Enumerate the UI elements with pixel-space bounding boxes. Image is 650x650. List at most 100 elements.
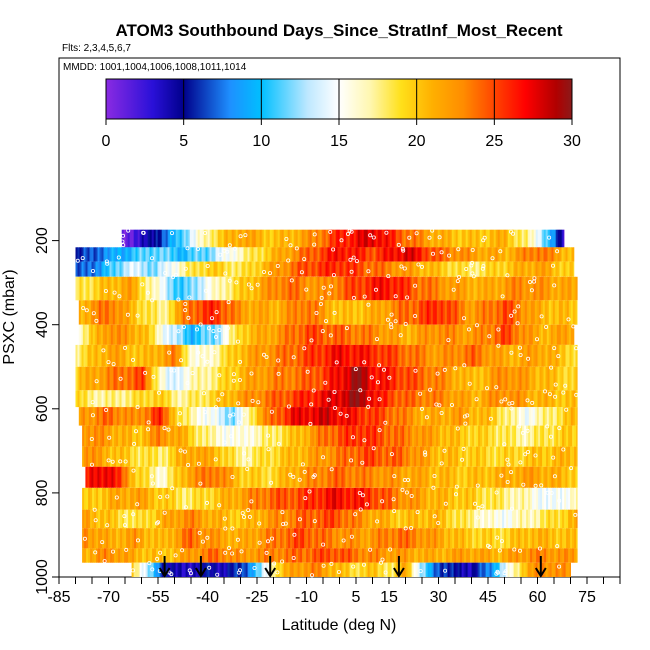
heatmap-cell-7-181 [437, 366, 440, 391]
heatmap-cell-12-170 [425, 466, 428, 488]
heatmap-cell-0-140 [401, 229, 405, 248]
heatmap-cell-2-97 [269, 261, 272, 277]
heatmap-cell-2-48 [171, 261, 174, 277]
heatmap-cell-5-76 [230, 324, 234, 345]
sample-point-153 [456, 247, 461, 252]
heatmap-cell-13-218 [518, 487, 521, 510]
heatmap-cell-9-56 [190, 407, 194, 426]
sample-point-458 [145, 290, 150, 295]
heatmap-cell-0-45 [211, 229, 215, 248]
heatmap-cell-2-96 [267, 261, 270, 277]
heatmap-cell-5-207 [492, 324, 496, 345]
heatmap-cell-13-50 [182, 487, 185, 510]
sample-point-318 [535, 337, 540, 342]
heatmap-cell-6-176 [427, 344, 430, 367]
heatmap-cell-1-244 [563, 247, 566, 262]
sample-point-109 [437, 235, 442, 240]
heatmap-cell-3-233 [541, 276, 544, 301]
heatmap-cell-15-148 [378, 528, 381, 549]
heatmap-cell-16-136 [354, 548, 357, 563]
heatmap-cell-15-102 [286, 528, 289, 549]
heatmap-cell-14-85 [252, 509, 255, 529]
heatmap-cell-16-51 [184, 548, 187, 563]
heatmap-cell-5-120 [318, 324, 322, 345]
heatmap-cell-12-60 [205, 466, 208, 488]
heatmap-cell-11-55 [192, 446, 195, 467]
heatmap-cell-7-170 [415, 366, 418, 391]
heatmap-cell-14-173 [428, 509, 431, 529]
heatmap-cell-17-127 [385, 562, 389, 577]
heatmap-cell-2-70 [215, 261, 218, 277]
heatmap-cell-9-49 [176, 407, 180, 426]
heatmap-cell-14-121 [324, 509, 327, 529]
heatmap-cell-2-83 [241, 261, 244, 277]
heatmap-cell-7-222 [519, 366, 522, 391]
heatmap-cell-10-240 [562, 425, 565, 447]
heatmap-cell-2-144 [363, 261, 366, 277]
sample-point-86 [205, 359, 210, 364]
sample-point-199 [371, 235, 376, 240]
heatmap-cell-15-217 [516, 528, 519, 549]
heatmap-cell-0-146 [413, 229, 417, 248]
heatmap-cell-8-104 [283, 390, 286, 408]
heatmap-cell-9-209 [496, 407, 500, 426]
heatmap-cell-0-138 [397, 229, 401, 248]
heatmap-cell-5-201 [480, 324, 484, 345]
heatmap-cell-5-103 [284, 324, 288, 345]
heatmap-cell-5-197 [472, 324, 476, 345]
heatmap-cell-4-186 [450, 300, 454, 325]
sample-point-216 [573, 512, 578, 517]
heatmap-cell-11-99 [280, 446, 283, 467]
heatmap-cell-6-174 [423, 344, 426, 367]
heatmap-cell-15-73 [228, 528, 231, 549]
heatmap-cell-0-133 [387, 229, 391, 248]
heatmap-cell-11-184 [450, 446, 453, 467]
heatmap-cell-13-62 [206, 487, 209, 510]
heatmap-cell-6-91 [257, 344, 260, 367]
heatmap-cell-3-31 [137, 276, 140, 301]
sample-point-436 [392, 474, 397, 479]
heatmap-cell-7-177 [429, 366, 432, 391]
heatmap-cell-12-128 [341, 466, 344, 488]
heatmap-cell-1-187 [449, 247, 452, 262]
heatmap-cell-12-172 [429, 466, 432, 488]
sample-point-19 [217, 328, 222, 333]
heatmap-cell-5-163 [404, 324, 408, 345]
sample-point-31 [381, 367, 386, 372]
heatmap-cell-7-7 [89, 366, 92, 391]
heatmap-cell-9-208 [494, 407, 498, 426]
heatmap-cell-16-230 [542, 548, 545, 563]
heatmap-cell-12-70 [225, 466, 228, 488]
heatmap-cell-8-54 [183, 390, 186, 408]
heatmap-cell-10-78 [238, 425, 241, 447]
heatmap-row-5 [78, 324, 575, 345]
sample-point-481 [226, 300, 231, 305]
heatmap-cell-16-173 [428, 548, 431, 563]
heatmap-cell-17-142 [415, 562, 419, 577]
heatmap-cell-7-70 [215, 366, 218, 391]
heatmap-cell-9-47 [172, 407, 176, 426]
heatmap-cell-16-158 [398, 548, 401, 563]
heatmap-cell-1-77 [229, 247, 232, 262]
heatmap-cell-2-13 [101, 261, 104, 277]
heatmap-cell-17-112 [355, 562, 359, 577]
heatmap-cell-2-158 [391, 261, 394, 277]
sample-point-63 [183, 308, 188, 313]
heatmap-cell-16-119 [320, 548, 323, 563]
heatmap-cell-6-229 [533, 344, 536, 367]
heatmap-cell-15-193 [468, 528, 471, 549]
heatmap-cell-1-178 [431, 247, 434, 262]
heatmap-cell-16-163 [408, 548, 411, 563]
heatmap-cell-15-228 [538, 528, 541, 549]
heatmap-cell-2-62 [199, 261, 202, 277]
heatmap-cell-2-1 [77, 261, 80, 277]
sample-point-122 [529, 288, 534, 293]
heatmap-cell-12-168 [421, 466, 424, 488]
heatmap-cell-12-24 [133, 466, 136, 488]
heatmap-cell-16-14 [110, 548, 113, 563]
sample-point-418 [75, 258, 80, 263]
heatmap-cell-9-97 [272, 407, 276, 426]
heatmap-cell-2-197 [469, 261, 472, 277]
heatmap-cell-8-238 [551, 390, 554, 408]
heatmap-cell-0-151 [423, 229, 427, 248]
